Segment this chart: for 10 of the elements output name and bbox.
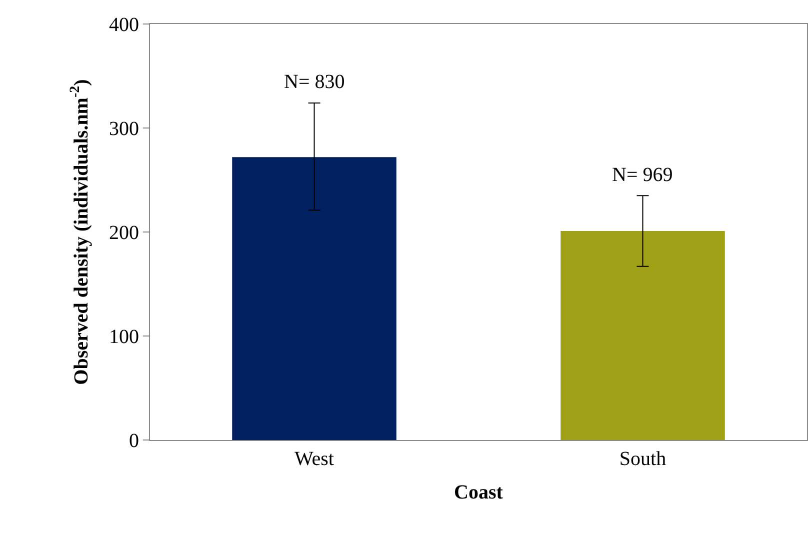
annotation: N= 830 xyxy=(284,71,345,93)
x-tick-label: South xyxy=(619,448,666,470)
x-tick-label: West xyxy=(294,448,334,470)
x-axis-title: Coast xyxy=(454,482,504,504)
annotation: N= 969 xyxy=(612,164,673,186)
y-tick-label: 0 xyxy=(129,430,139,452)
y-tick-label: 200 xyxy=(109,222,139,244)
y-tick-label: 400 xyxy=(109,14,139,36)
y-tick-label: 100 xyxy=(109,326,139,348)
y-tick-label: 300 xyxy=(109,118,139,140)
